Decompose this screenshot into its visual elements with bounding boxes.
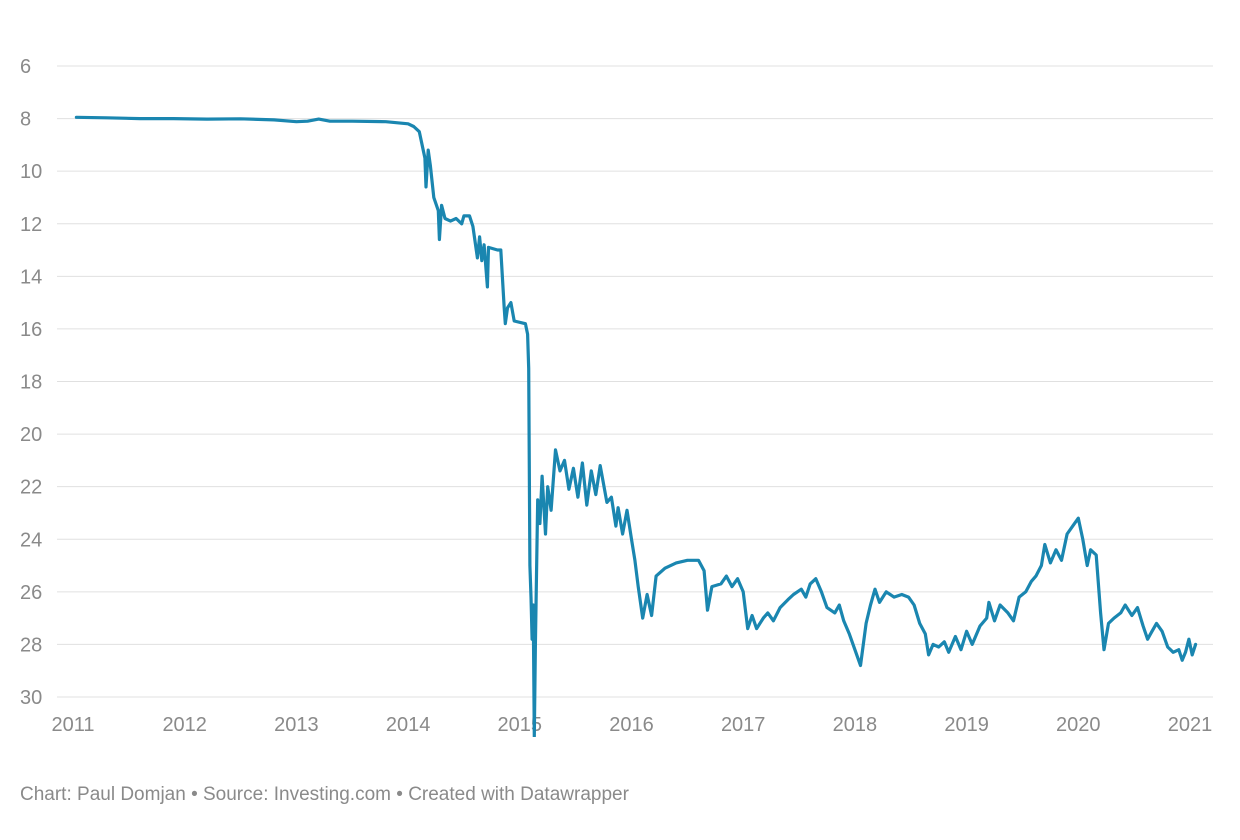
x-tick-label: 2013 [274, 714, 319, 736]
y-tick-label: 22 [20, 477, 42, 499]
y-tick-label: 8 [20, 109, 31, 131]
y-tick-label: 10 [20, 161, 42, 183]
y-tick-label: 26 [20, 582, 42, 604]
x-tick-label: 2018 [833, 714, 878, 736]
x-tick-label: 2011 [51, 714, 94, 736]
gridlines [57, 65, 1213, 698]
x-tick-label: 2021 [1168, 714, 1213, 736]
x-tick-label: 2019 [944, 714, 989, 736]
x-tick-label: 2014 [386, 714, 431, 736]
x-tick-label: 2012 [162, 714, 207, 736]
x-tick-label: 2015 [498, 714, 543, 736]
chart-footer-credit: Chart: Paul Domjan • Source: Investing.c… [20, 784, 629, 805]
y-tick-label: 12 [20, 214, 42, 236]
y-tick-label: 6 [20, 56, 31, 78]
y-tick-label: 30 [20, 687, 42, 709]
y-axis-tick-labels: 6 8 10 12 14 16 18 20 22 24 26 28 30 [20, 56, 42, 709]
x-tick-label: 2016 [609, 714, 654, 736]
y-tick-label: 18 [20, 372, 42, 394]
x-tick-label: 2017 [721, 714, 766, 736]
x-tick-label: 2020 [1056, 714, 1101, 736]
y-tick-label: 16 [20, 319, 42, 341]
series-line-0 [74, 115, 1198, 737]
x-axis-tick-labels: 2011 2012 2013 2014 2015 2016 2017 2018 2019 2020… [51, 714, 1212, 736]
y-tick-label: 28 [20, 634, 42, 656]
y-tick-label: 24 [20, 529, 42, 551]
y-tick-label: 14 [20, 266, 42, 288]
series-lines [74, 115, 1198, 737]
y-tick-label: 20 [20, 424, 42, 446]
